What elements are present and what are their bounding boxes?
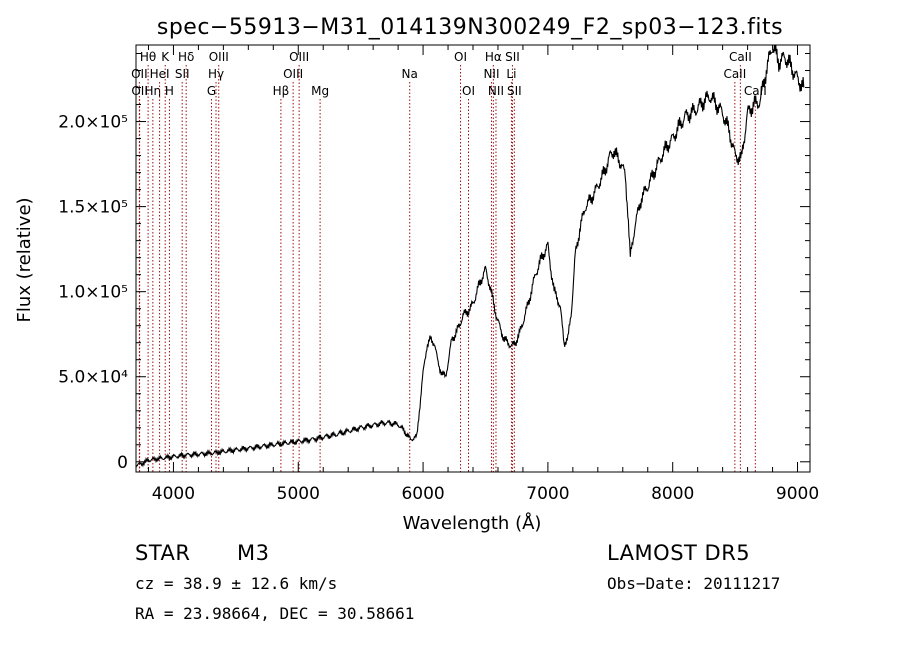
redshift-cz: cz = 38.9 ± 12.6 km/s <box>135 574 338 593</box>
line-label: SII <box>175 67 190 81</box>
line-label: CaII <box>729 50 752 64</box>
x-axis-label: Wavelength (Å) <box>403 512 542 534</box>
y-tick-label: 5.0×10⁴ <box>58 368 128 388</box>
y-axis: 0 5.0×10⁴ 1.0×10⁵ 1.5×10⁵ 2.0×10⁵ <box>58 53 810 473</box>
object-class: STAR <box>135 541 191 565</box>
line-label: Hα <box>485 50 502 64</box>
line-label: OII <box>131 67 148 81</box>
line-label: SII <box>507 84 522 98</box>
plot-frame <box>135 44 811 473</box>
chart-title: spec−55913−M31_014139N300249_F2_sp03−123… <box>157 15 783 40</box>
line-label: Hγ <box>208 67 224 81</box>
spectrum-series-line <box>136 45 805 468</box>
object-subclass: M3 <box>237 541 270 565</box>
line-label: Na <box>402 67 418 81</box>
line-label: H <box>165 84 174 98</box>
x-tick-label: 9000 <box>776 484 819 504</box>
line-label: HeI <box>150 67 170 81</box>
line-label: OIII <box>283 67 303 81</box>
x-axis: 4000 5000 6000 7000 8000 9000 <box>147 45 819 504</box>
y-tick-label: 1.0×10⁵ <box>58 283 128 303</box>
y-tick-label: 2.0×10⁵ <box>58 113 128 133</box>
line-label: OI <box>454 50 467 64</box>
x-tick-label: 6000 <box>401 484 444 504</box>
line-label: K <box>161 50 170 64</box>
line-label: OII <box>131 84 148 98</box>
x-tick-label: 5000 <box>277 484 320 504</box>
line-label: Mg <box>311 84 329 98</box>
line-label: OIII <box>209 50 229 64</box>
line-label: CaII <box>723 67 746 81</box>
x-tick-label: 8000 <box>651 484 694 504</box>
line-label: OI <box>462 84 475 98</box>
x-tick-label: 4000 <box>152 484 195 504</box>
line-label: Li <box>506 67 516 81</box>
line-label: Hβ <box>273 84 290 98</box>
line-label: SII <box>505 50 520 64</box>
y-tick-label: 0 <box>117 453 128 473</box>
ra-dec-coordinates: RA = 23.98664, DEC = 30.58661 <box>135 604 415 623</box>
survey-name: LAMOST DR5 <box>607 541 751 565</box>
line-label: NII <box>488 84 504 98</box>
line-label: Hθ <box>140 50 156 64</box>
x-tick-label: 7000 <box>526 484 569 504</box>
line-label: Hη <box>145 84 162 98</box>
line-label: NII <box>483 67 499 81</box>
line-label: Hδ <box>178 50 194 64</box>
observation-date: Obs−Date: 20111217 <box>607 574 781 593</box>
y-axis-label: Flux (relative) <box>14 197 35 322</box>
line-label: G <box>207 84 216 98</box>
y-tick-label: 1.5×10⁵ <box>58 198 128 218</box>
line-label: OIII <box>289 50 309 64</box>
